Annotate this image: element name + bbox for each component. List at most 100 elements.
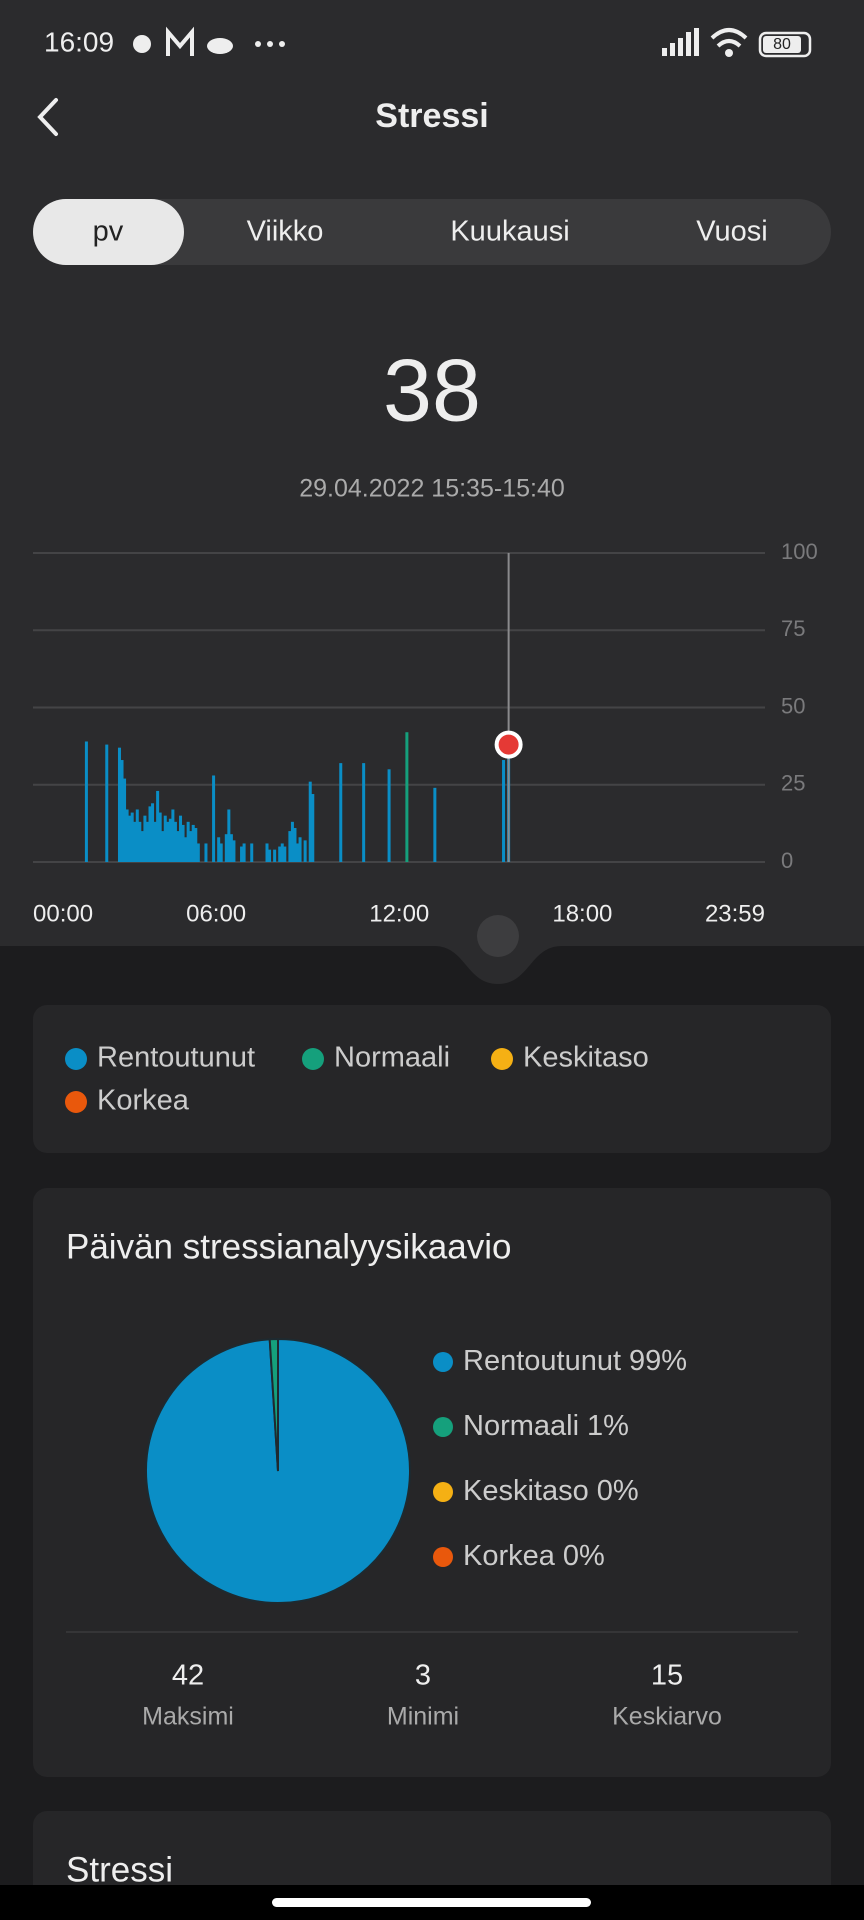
bar	[189, 831, 193, 862]
bar	[143, 815, 147, 862]
drag-handle[interactable]	[477, 915, 519, 957]
pie-legend-label: Normaali 1%	[463, 1410, 629, 1442]
legend-dot	[302, 1048, 324, 1070]
icon	[255, 41, 261, 47]
bar	[212, 775, 216, 862]
bar	[140, 831, 144, 862]
bar	[179, 815, 183, 862]
bar	[296, 843, 300, 862]
x-tick-label: 23:59	[705, 900, 765, 927]
bar	[194, 828, 198, 862]
bar	[288, 831, 292, 862]
bar	[184, 837, 188, 862]
status-icons	[133, 26, 748, 57]
bar	[168, 818, 172, 862]
category: Normaali	[463, 1410, 579, 1442]
bar	[283, 846, 287, 862]
y-tick-label: 50	[781, 693, 805, 718]
bar	[133, 821, 137, 862]
back-button[interactable]	[37, 98, 58, 136]
pie-legend-dot	[433, 1482, 453, 1502]
bar	[158, 812, 162, 862]
bar	[240, 846, 244, 862]
y-tick-label: 25	[781, 771, 805, 796]
legend-label: Korkea	[97, 1085, 190, 1117]
pie-legend-label: Korkea 0%	[463, 1540, 605, 1572]
legend-dot	[491, 1048, 513, 1070]
bar	[196, 843, 200, 862]
next-card-title: Stressi	[66, 1850, 173, 1889]
bar	[298, 837, 302, 862]
tab-label[interactable]: Viikko	[247, 216, 324, 248]
icon	[662, 48, 667, 56]
stat-label: Maksimi	[142, 1703, 234, 1731]
bar	[273, 849, 277, 862]
status-time: 16:09	[44, 26, 114, 57]
icon	[725, 49, 733, 57]
percent: 0%	[597, 1475, 639, 1507]
page-title: Stressi	[375, 97, 488, 135]
bar	[278, 846, 282, 862]
tab-label[interactable]: pv	[93, 216, 124, 248]
bar	[242, 843, 246, 862]
tab-selected[interactable]	[33, 199, 184, 265]
bar	[405, 732, 409, 862]
tab-label[interactable]: Kuukausi	[450, 216, 569, 248]
bar	[84, 741, 88, 862]
icon	[133, 35, 151, 53]
bar	[120, 760, 124, 862]
stat-label: Keskiarvo	[612, 1703, 722, 1731]
selected-time: 29.04.2022 15:35-15:40	[299, 475, 565, 503]
legend-label: Rentoutunut	[97, 1042, 255, 1074]
battery-level	[763, 36, 801, 53]
stat-value: 15	[651, 1660, 683, 1692]
bar	[229, 834, 233, 862]
pie-legend-label: Keskitaso 0%	[463, 1475, 639, 1507]
tab-label[interactable]: Vuosi	[696, 216, 767, 248]
battery-text: 80	[773, 36, 791, 53]
x-tick-label: 00:00	[33, 900, 93, 927]
pie-card	[33, 1188, 831, 1777]
bar	[173, 821, 177, 862]
bar	[138, 821, 142, 862]
bar	[135, 809, 139, 862]
icon	[686, 32, 691, 56]
bar	[163, 815, 167, 862]
bar	[166, 821, 170, 862]
bar	[105, 744, 109, 862]
bar	[227, 809, 231, 862]
pie-slice	[268, 1337, 279, 1472]
legend-dot	[65, 1091, 87, 1113]
bar	[171, 809, 175, 862]
bar	[153, 821, 157, 862]
bar	[311, 794, 315, 862]
icon	[207, 38, 233, 54]
legend-label: Normaali	[334, 1042, 450, 1074]
bar	[224, 834, 228, 862]
bar	[433, 787, 437, 862]
legend-label: Keskitaso	[523, 1042, 649, 1074]
y-tick-label: 0	[781, 848, 793, 873]
bar	[191, 824, 195, 862]
bar	[339, 763, 343, 862]
bar	[123, 778, 127, 862]
bar	[308, 781, 312, 862]
bar	[232, 840, 236, 862]
legend-card	[33, 1005, 831, 1153]
category: Keskitaso	[463, 1475, 589, 1507]
bar	[125, 809, 129, 862]
bar	[217, 837, 221, 862]
pie-legend-dot	[433, 1352, 453, 1372]
bar	[387, 769, 391, 862]
category: Korkea	[463, 1540, 556, 1572]
percent: 0%	[563, 1540, 605, 1572]
legend-dot	[65, 1048, 87, 1070]
home-indicator[interactable]	[272, 1898, 591, 1907]
stress-chart: 0 25 50 75 100 00:00 06:00 12:00 18:00 23:59 38 29.…	[33, 340, 818, 927]
icon	[670, 43, 675, 56]
bar	[130, 812, 134, 862]
battery-outline	[758, 31, 812, 58]
bar	[219, 843, 223, 862]
